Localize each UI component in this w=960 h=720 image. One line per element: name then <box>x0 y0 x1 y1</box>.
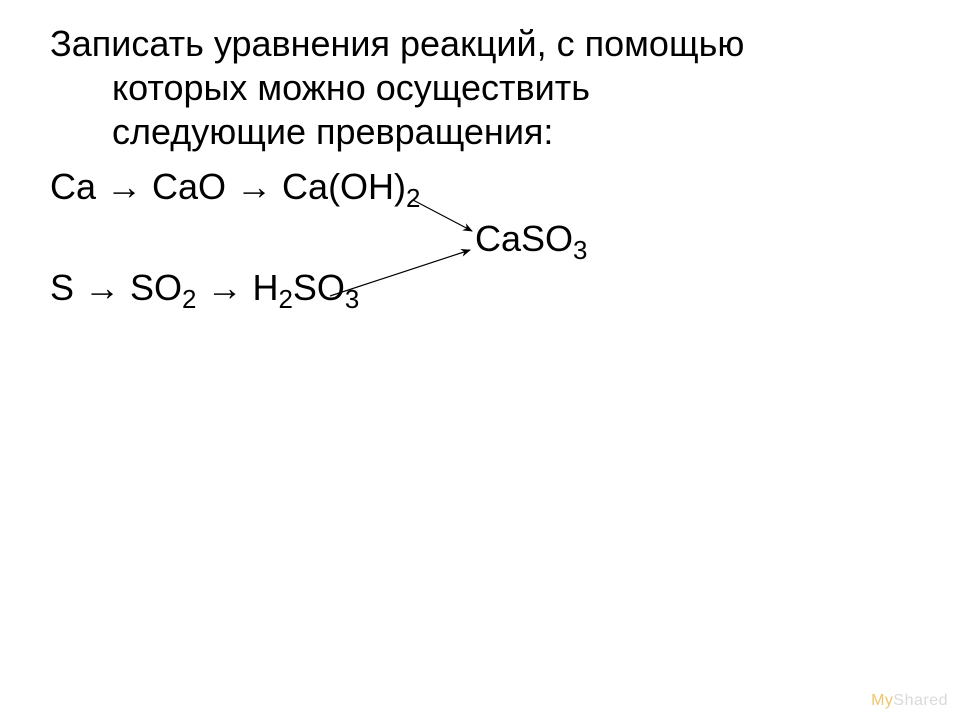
chain-2a-sub: 2 <box>182 286 196 314</box>
chain-2c-sub: 3 <box>345 286 359 314</box>
chain-2b-sub: 2 <box>278 286 292 314</box>
slide: Записать уравнения реакций, с помощью ко… <box>0 0 960 720</box>
arrow-top-to-product <box>413 200 472 231</box>
prompt-line-2: которых можно осуществить <box>50 66 850 110</box>
product-sub: 3 <box>573 237 587 265</box>
watermark-my: My <box>871 692 893 709</box>
chain-2b: → H <box>196 267 278 308</box>
product: CaSO3 <box>475 217 587 261</box>
prompt-line-3: следующие превращения: <box>50 110 850 154</box>
watermark: MyShared <box>871 692 948 710</box>
chain-2: S → SO2 → H2SO3 <box>50 266 359 310</box>
watermark-shared: Shared <box>893 692 948 709</box>
task-prompt: Записать уравнения реакций, с помощью ко… <box>50 22 850 154</box>
chain-2a: S → SO <box>50 267 182 308</box>
chain-2c: SO <box>293 267 345 308</box>
chain-1-text: Ca → CaO → Ca(OH) <box>50 166 406 207</box>
chain-1: Ca → CaO → Ca(OH)2 <box>50 165 420 209</box>
chain-1-sub: 2 <box>406 185 420 213</box>
product-text: CaSO <box>475 218 573 259</box>
prompt-line-1: Записать уравнения реакций, с помощью <box>50 23 744 64</box>
